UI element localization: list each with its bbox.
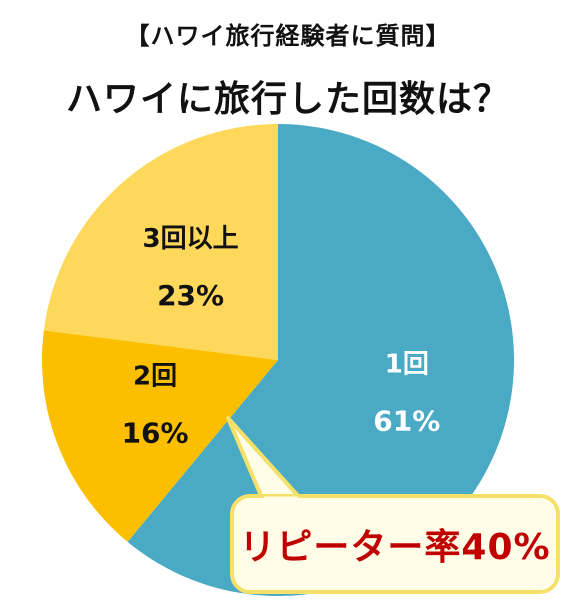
slice-percent-2: 16%	[122, 417, 189, 450]
pie-slices	[41, 124, 515, 596]
pie-slice-2	[41, 330, 278, 542]
slice-percent-1: 61%	[373, 404, 440, 437]
callout-box	[230, 494, 560, 594]
slice-percent-3: 23%	[157, 279, 224, 312]
callout-bubble	[226, 416, 560, 594]
chart-title: ハワイに旅行した回数は？	[65, 79, 510, 120]
slice-label-2: 2回	[133, 362, 177, 392]
slice-label-3: 3回以上	[143, 224, 239, 254]
pie-slice-3	[43, 124, 278, 360]
pie-slice-1	[127, 124, 515, 596]
chart-subtitle: 【ハワイ旅行経験者に質問】	[125, 22, 451, 50]
slice-label-1: 1回	[385, 349, 429, 379]
pie-labels: 1回 61% 2回 16% 3回以上 23%	[122, 224, 441, 450]
